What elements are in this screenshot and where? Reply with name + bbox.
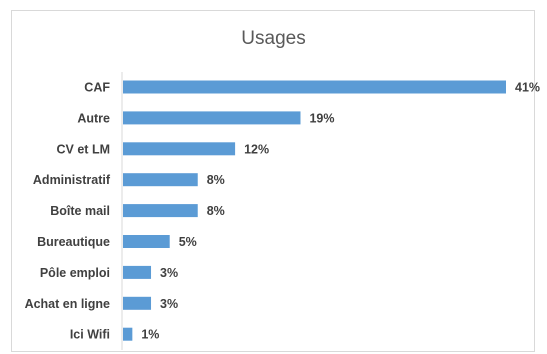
chart-frame: [11, 10, 535, 352]
category-label: Autre: [77, 111, 110, 125]
bar: [123, 265, 152, 279]
bar: [123, 142, 236, 156]
bar: [123, 327, 133, 341]
data-label: 1%: [141, 328, 159, 342]
bar: [123, 235, 170, 248]
data-label: 19%: [309, 111, 334, 125]
data-label: 41%: [515, 81, 540, 95]
bar: [123, 296, 152, 310]
data-label: 8%: [207, 204, 225, 218]
category-label: Bureautique: [37, 235, 110, 249]
bar: [123, 173, 198, 187]
data-label: 3%: [160, 297, 178, 311]
category-label: Ici Wifi: [70, 328, 110, 342]
data-label: 8%: [207, 173, 225, 187]
bar: [123, 111, 301, 125]
category-label: Pôle emploi: [40, 266, 110, 280]
data-label: 5%: [179, 235, 197, 249]
category-label: CV et LM: [57, 142, 110, 156]
bar: [123, 80, 506, 94]
category-label: CAF: [84, 81, 110, 95]
data-label: 12%: [244, 142, 269, 156]
bar: [123, 204, 198, 218]
category-label: Administratif: [33, 173, 111, 187]
data-label: 3%: [160, 266, 178, 280]
chart-title: Usages: [241, 28, 306, 49]
category-label: Achat en ligne: [25, 297, 110, 311]
category-label: Boîte mail: [50, 204, 110, 218]
